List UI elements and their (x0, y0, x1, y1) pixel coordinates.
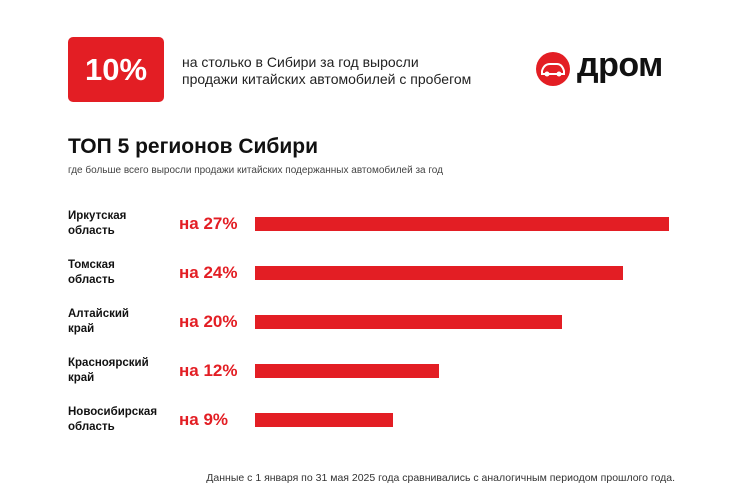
category-label: Новосибирская область (68, 406, 158, 433)
value-label: на 12% (179, 361, 238, 380)
category-label: Томская область (68, 259, 115, 286)
category-label: Алтайский край (68, 308, 129, 335)
value-label: на 9% (179, 410, 229, 429)
bar (255, 217, 669, 231)
value-label: на 24% (179, 263, 238, 282)
chart-subtitle: где больше всего выросли продажи китайск… (68, 165, 443, 176)
headline-line: на столько в Сибири за год выросли (182, 54, 419, 70)
chart-title: ТОП 5 регионов Сибири (68, 135, 319, 158)
bar (255, 413, 393, 427)
bar (255, 364, 439, 378)
logo-icon (536, 52, 570, 86)
bar (255, 266, 623, 280)
value-label: на 20% (179, 312, 238, 331)
stat-badge: 10% (68, 37, 164, 102)
logo-text: дром (577, 46, 663, 84)
bar (255, 315, 562, 329)
footnote: Данные с 1 января по 31 мая 2025 года ср… (206, 472, 675, 484)
headline-line: продажи китайских автомобилей с пробегом (182, 71, 472, 87)
value-label: на 27% (179, 214, 238, 233)
category-label: Красноярский край (68, 357, 149, 384)
category-label: Иркутская область (68, 210, 127, 237)
